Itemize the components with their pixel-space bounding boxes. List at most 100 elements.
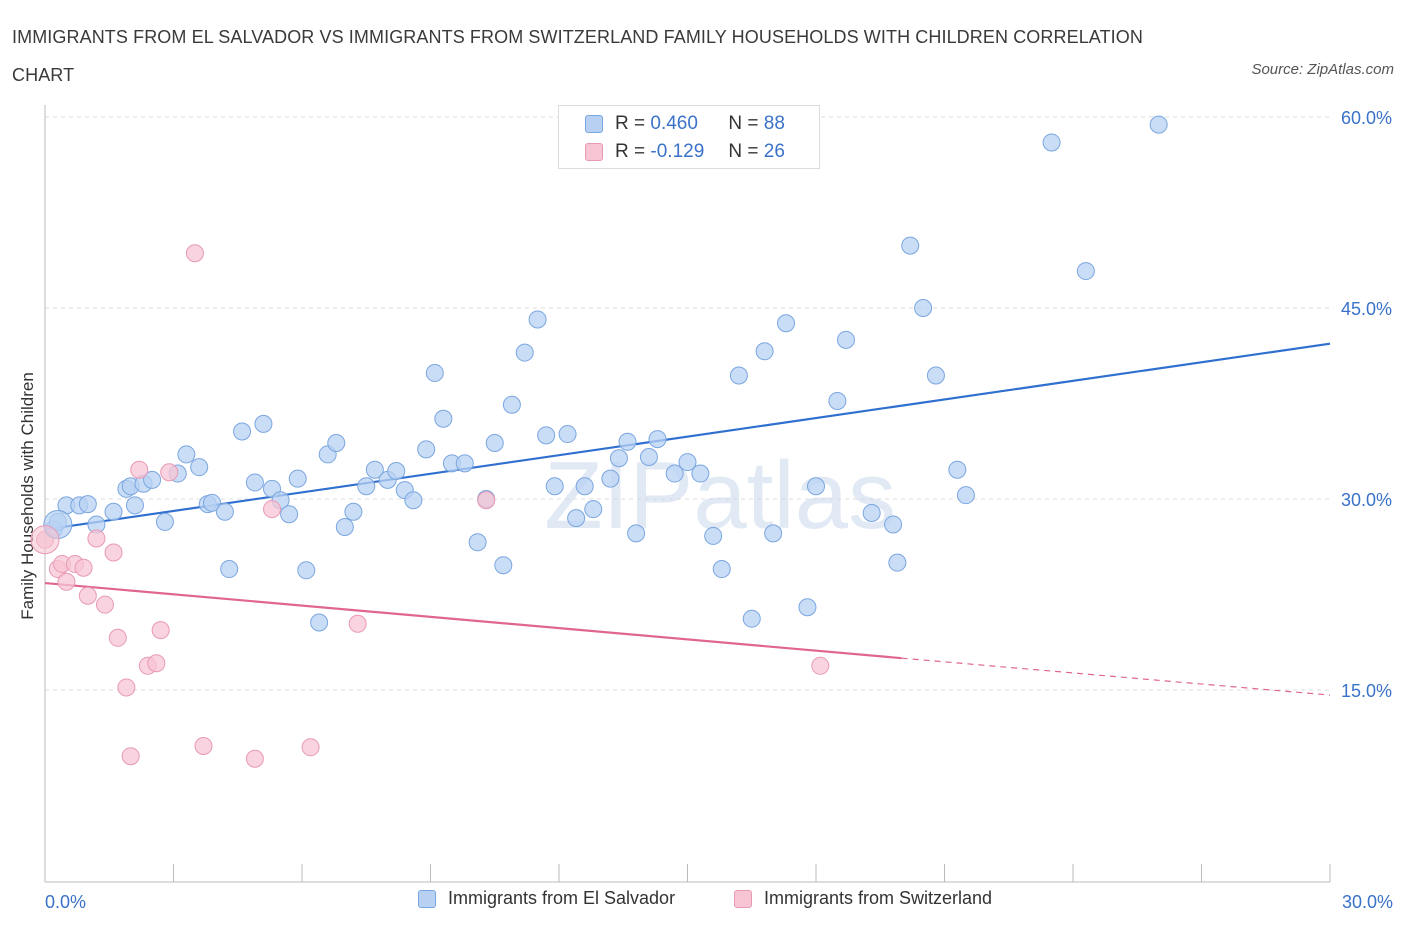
point-el-salvador xyxy=(404,491,423,510)
point-el-salvador xyxy=(914,299,933,317)
legend-r-value: -0.129 xyxy=(650,141,705,162)
point-el-salvador xyxy=(357,477,376,496)
point-el-salvador xyxy=(627,524,646,543)
point-el-salvador xyxy=(712,560,731,579)
point-switzerland xyxy=(151,621,170,640)
point-el-salvador xyxy=(691,464,710,483)
point-switzerland xyxy=(121,747,140,766)
legend-r-value: 0.460 xyxy=(650,113,698,134)
point-el-salvador xyxy=(601,469,620,488)
point-switzerland xyxy=(78,586,97,605)
series-legend-switzerland[interactable]: Immigrants from Switzerland xyxy=(734,888,992,909)
point-switzerland xyxy=(477,491,496,510)
point-el-salvador xyxy=(862,504,881,523)
point-el-salvador xyxy=(280,505,299,524)
point-el-salvador xyxy=(888,553,907,572)
point-switzerland xyxy=(263,500,282,519)
point-el-salvador xyxy=(78,495,97,514)
trend-line-switzerland-extension xyxy=(901,657,1331,696)
legend-n-value: 88 xyxy=(763,113,785,134)
point-el-salvador xyxy=(233,422,252,441)
legend-r-label: R = xyxy=(615,141,646,162)
point-el-salvador xyxy=(545,477,564,496)
point-el-salvador xyxy=(528,310,547,329)
point-el-salvador xyxy=(798,598,817,617)
point-el-salvador xyxy=(515,343,534,362)
series-legend-el-salvador[interactable]: Immigrants from El Salvador xyxy=(418,888,675,909)
legend-n-value: 26 xyxy=(763,141,785,162)
correlation-legend: R = 0.460 N = 88 R = -0.129 N = 26 xyxy=(558,105,820,169)
point-el-salvador xyxy=(220,560,239,579)
point-el-salvador xyxy=(901,236,920,255)
point-el-salvador xyxy=(288,469,307,488)
point-el-salvador xyxy=(417,440,436,459)
y-tick-label: 60.0% xyxy=(1341,108,1392,128)
point-switzerland xyxy=(130,460,149,479)
y-tick-label: 45.0% xyxy=(1341,299,1392,319)
point-el-salvador xyxy=(777,314,796,333)
point-el-salvador xyxy=(755,342,774,361)
legend-row-switzerland: R = -0.129 N = 26 xyxy=(585,138,785,166)
legend-n-label: N = xyxy=(728,141,759,162)
point-el-salvador xyxy=(245,473,264,492)
legend-swatch-blue xyxy=(585,115,603,133)
point-switzerland xyxy=(117,678,136,697)
legend-row-el-salvador: R = 0.460 N = 88 xyxy=(585,110,785,138)
point-el-salvador xyxy=(704,526,723,545)
point-el-salvador xyxy=(143,470,162,489)
series-name-switzerland: Immigrants from Switzerland xyxy=(764,888,993,908)
point-el-salvador xyxy=(327,433,346,452)
point-el-salvador xyxy=(344,502,363,521)
point-el-salvador xyxy=(468,533,487,552)
point-el-salvador xyxy=(678,453,697,472)
point-el-salvador xyxy=(884,515,903,534)
tick-labels: 15.0% 30.0% 45.0% 60.0% 0.0% 30.0% xyxy=(45,108,1393,912)
point-el-salvador xyxy=(836,330,855,349)
point-el-salvador xyxy=(584,500,603,519)
point-el-salvador xyxy=(764,524,783,543)
point-switzerland xyxy=(108,628,127,647)
point-el-salvador xyxy=(807,477,825,496)
trend-lines xyxy=(44,342,1331,696)
trend-line-switzerland xyxy=(44,581,902,660)
axes xyxy=(44,105,1331,883)
point-el-salvador xyxy=(177,445,196,464)
point-switzerland xyxy=(160,463,179,482)
point-el-salvador xyxy=(297,561,316,580)
legend-swatch-pink xyxy=(585,143,603,161)
point-el-salvador xyxy=(1076,262,1095,281)
point-el-salvador xyxy=(1149,115,1168,134)
series-swatch-blue xyxy=(418,889,436,908)
point-switzerland xyxy=(194,737,213,756)
point-el-salvador xyxy=(310,613,329,632)
point-switzerland xyxy=(57,572,76,591)
point-el-salvador xyxy=(648,430,667,449)
point-el-salvador xyxy=(485,433,504,452)
x-tick-label: 30.0% xyxy=(1342,892,1393,912)
y-tick-label: 15.0% xyxy=(1341,681,1392,701)
point-el-salvador xyxy=(455,454,474,473)
point-el-salvador xyxy=(104,502,123,521)
point-switzerland xyxy=(147,654,166,673)
point-switzerland xyxy=(104,543,123,562)
point-el-salvador xyxy=(558,425,577,444)
chart-title: IMMIGRANTS FROM EL SALVADOR VS IMMIGRANT… xyxy=(12,27,1143,85)
point-el-salvador xyxy=(203,493,222,512)
y-tick-label: 30.0% xyxy=(1341,490,1392,510)
point-switzerland xyxy=(95,595,114,614)
point-el-salvador xyxy=(125,496,144,515)
legend-n-label: N = xyxy=(728,113,759,134)
point-el-salvador xyxy=(609,449,628,468)
point-el-salvador xyxy=(567,509,586,528)
point-el-salvador xyxy=(387,461,406,480)
point-el-salvador xyxy=(425,363,444,382)
point-switzerland xyxy=(348,614,367,633)
point-el-salvador xyxy=(618,432,637,451)
point-el-salvador xyxy=(155,512,174,531)
point-el-salvador xyxy=(639,447,658,466)
source-label: Source: ZipAtlas.com xyxy=(1251,61,1394,78)
point-switzerland xyxy=(74,558,93,577)
point-el-salvador xyxy=(729,366,748,385)
point-el-salvador xyxy=(575,477,594,496)
